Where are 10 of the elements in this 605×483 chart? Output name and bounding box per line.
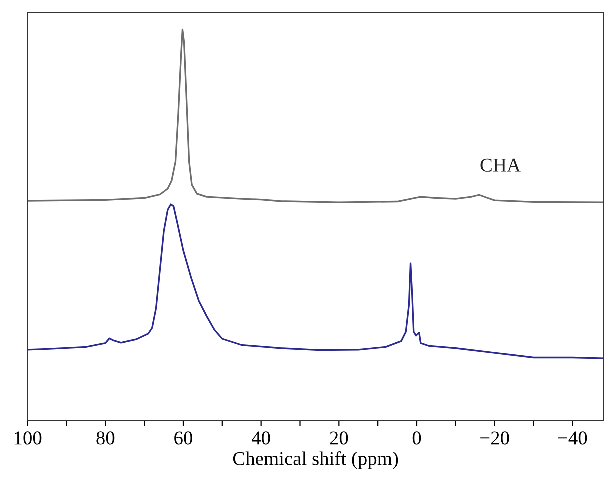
x-tick-label: 100: [14, 432, 42, 445]
x-tick-label: 40: [252, 432, 270, 445]
x-tick-label: 80: [96, 432, 115, 445]
x-tick-label: 20: [330, 432, 348, 445]
series-label: CHA: [480, 158, 521, 172]
x-tick-label: 60: [174, 432, 192, 445]
x-tick-label: 0: [412, 432, 422, 445]
x-tick-label: −20: [480, 432, 510, 445]
x-axis-title: Chemical shift (ppm): [233, 452, 398, 470]
x-tick-label: −40: [558, 432, 588, 445]
